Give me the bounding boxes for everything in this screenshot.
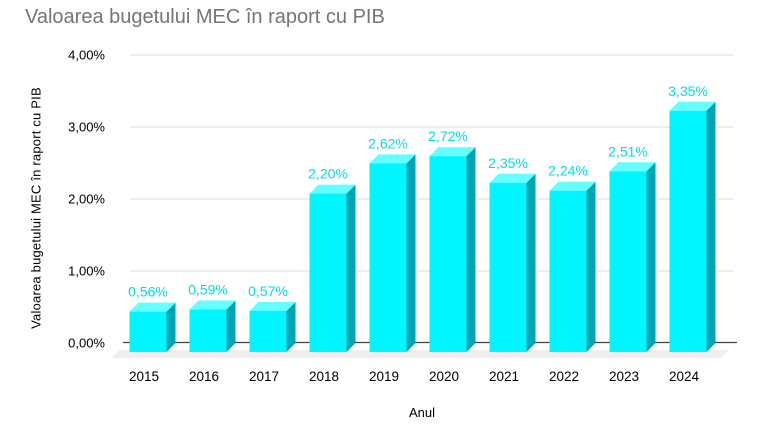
chart-title: Valoarea bugetului MEC în raport cu PIB bbox=[25, 6, 385, 28]
bar-value-label: 0,56% bbox=[128, 284, 168, 300]
x-tick-label: 2017 bbox=[249, 369, 279, 384]
bar-top-face bbox=[429, 147, 476, 157]
bar-top-face bbox=[189, 300, 236, 310]
bar-value-label: 2,20% bbox=[308, 166, 348, 182]
bar-side-face bbox=[526, 173, 536, 352]
bar-2023 bbox=[609, 171, 647, 352]
bar-value-label: 0,57% bbox=[248, 283, 288, 299]
y-tick-label: 2,00% bbox=[68, 192, 105, 207]
bar-side-face bbox=[346, 184, 356, 352]
bar-top-face bbox=[489, 173, 536, 183]
y-tick-label: 4,00% bbox=[68, 48, 105, 63]
x-tick-label: 2016 bbox=[189, 369, 219, 384]
bar-value-label: 0,59% bbox=[188, 282, 228, 298]
y-tick-label: 1,00% bbox=[68, 264, 105, 279]
bar-2024 bbox=[669, 110, 707, 352]
x-tick-label: 2024 bbox=[669, 369, 700, 384]
bar-top-face bbox=[309, 184, 356, 194]
bar-value-label: 2,51% bbox=[608, 143, 648, 159]
bar-top-face bbox=[549, 181, 596, 191]
x-tick-label: 2020 bbox=[429, 369, 459, 384]
bar-value-label: 2,62% bbox=[368, 135, 408, 151]
bar-side-face bbox=[646, 162, 656, 352]
bar-side-face bbox=[466, 147, 476, 352]
bar-side-face bbox=[406, 154, 416, 352]
bar-value-label: 2,35% bbox=[488, 155, 528, 171]
bar-side-face bbox=[706, 101, 716, 352]
bar-side-face bbox=[226, 300, 236, 352]
bar-2016 bbox=[189, 309, 227, 352]
x-tick-label: 2018 bbox=[309, 369, 339, 384]
bar-top-face bbox=[369, 154, 416, 164]
x-tick-label: 2022 bbox=[549, 369, 579, 384]
bar-side-face bbox=[586, 181, 596, 352]
bar-2018 bbox=[309, 193, 347, 352]
bar-side-face bbox=[166, 302, 176, 352]
x-tick-label: 2021 bbox=[489, 369, 519, 384]
bar-2017 bbox=[249, 310, 287, 352]
bar-2015 bbox=[129, 311, 167, 352]
bar-2020 bbox=[429, 156, 467, 352]
bar-value-label: 2,24% bbox=[548, 163, 588, 179]
x-tick-label: 2023 bbox=[609, 369, 639, 384]
x-tick-label: 2015 bbox=[129, 369, 159, 384]
y-tick-label: 3,00% bbox=[68, 120, 105, 135]
bar-top-face bbox=[609, 162, 656, 172]
bar-value-label: 2,72% bbox=[428, 128, 468, 144]
y-tick-label: 0,00% bbox=[68, 336, 105, 351]
bar-side-face bbox=[286, 301, 296, 352]
x-tick-label: 2019 bbox=[369, 369, 399, 384]
bar-2021 bbox=[489, 182, 527, 352]
bar-top-face bbox=[129, 302, 176, 312]
bar-value-label: 3,35% bbox=[668, 83, 708, 99]
bar-top-face bbox=[669, 101, 716, 111]
bar-top-face bbox=[249, 301, 296, 311]
x-axis-title: Anul bbox=[408, 405, 436, 420]
bar-2019 bbox=[369, 163, 407, 352]
bar-2022 bbox=[549, 190, 587, 352]
